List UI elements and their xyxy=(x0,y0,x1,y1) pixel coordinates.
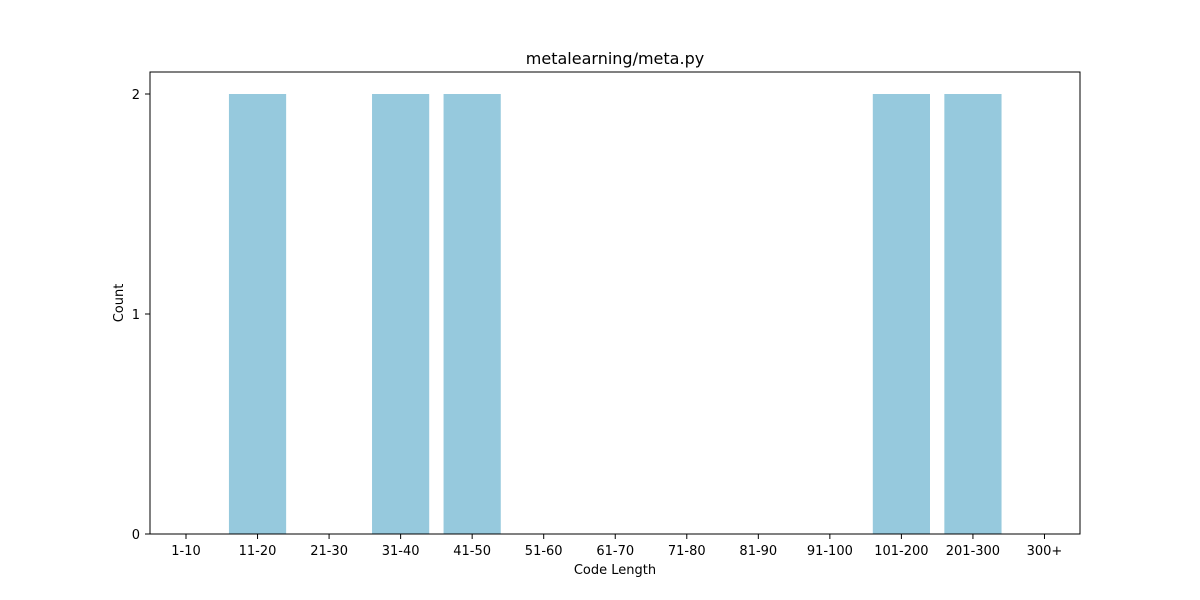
x-tick-label: 41-50 xyxy=(453,544,491,559)
x-tick-label: 201-300 xyxy=(946,544,1000,559)
y-tick-label: 0 xyxy=(132,528,140,543)
x-tick-label: 31-40 xyxy=(382,544,420,559)
x-tick-label: 1-10 xyxy=(171,544,201,559)
x-tick-label: 51-60 xyxy=(525,544,563,559)
x-tick-label: 11-20 xyxy=(239,544,277,559)
bar xyxy=(372,94,430,534)
bar xyxy=(872,94,930,534)
x-tick-label: 71-80 xyxy=(668,544,706,559)
x-axis-label: Code Length xyxy=(574,563,656,578)
bar xyxy=(443,94,501,534)
bar xyxy=(228,94,287,534)
bar xyxy=(944,94,1002,534)
x-tick-label: 61-70 xyxy=(596,544,634,559)
y-axis: 0 1 2 xyxy=(132,88,150,543)
x-tick-label: 91-100 xyxy=(807,544,853,559)
bars xyxy=(228,94,1002,534)
x-axis: 1-10 11-20 21-30 31-40 41-50 51-60 61-70 71-80 8… xyxy=(171,534,1062,559)
x-tick-label: 300+ xyxy=(1027,544,1063,559)
x-tick-label: 81-90 xyxy=(739,544,777,559)
y-tick-label: 2 xyxy=(132,88,140,103)
x-tick-label: 101-200 xyxy=(874,544,928,559)
plot-frame xyxy=(149,71,1081,535)
x-tick-label: 21-30 xyxy=(310,544,348,559)
chart-title: metalearning/meta.py xyxy=(526,49,704,68)
y-axis-label: Count xyxy=(112,284,127,323)
y-tick-label: 1 xyxy=(132,308,140,323)
